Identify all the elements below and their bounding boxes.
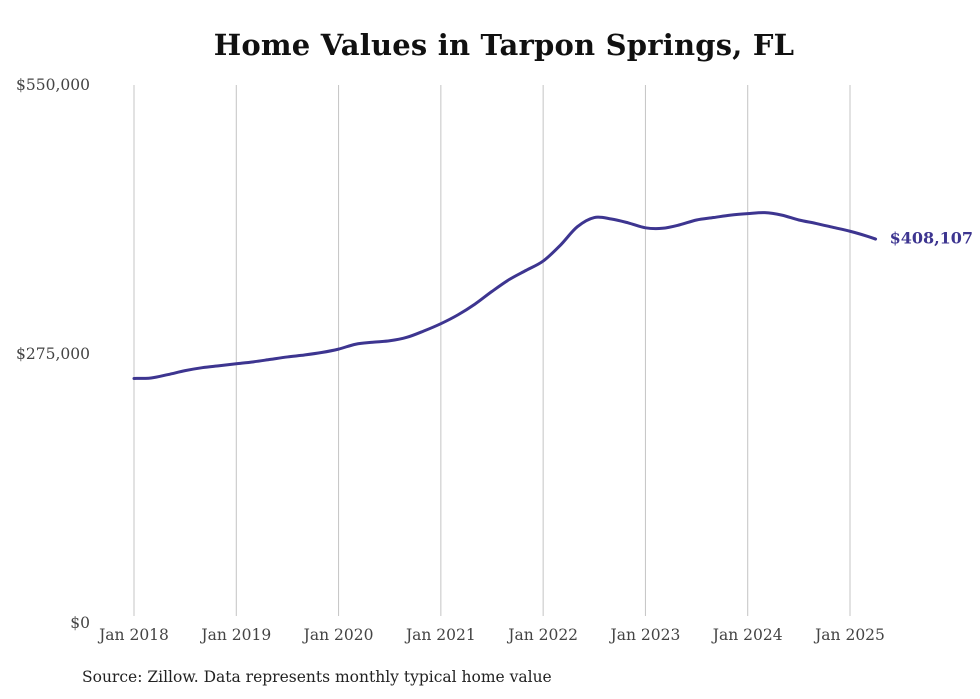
x-axis-tick-labels: Jan 2018 Jan 2019 Jan 2020 Jan 2021 Jan 2022… xyxy=(97,626,885,644)
x-tick-label: Jan 2018 xyxy=(97,626,169,644)
source-note: Source: Zillow. Data represents monthly … xyxy=(82,668,552,686)
x-tick-label: Jan 2021 xyxy=(404,626,476,644)
x-tick-label: Jan 2019 xyxy=(199,626,271,644)
chart-title: Home Values in Tarpon Springs, FL xyxy=(213,28,795,62)
data-series xyxy=(132,211,878,380)
x-tick-label: Jan 2025 xyxy=(813,626,885,644)
end-value-label: $408,107 xyxy=(890,229,974,248)
y-tick-label: $0 xyxy=(70,614,90,632)
y-axis-tick-labels: $0 $275,000 $550,000 xyxy=(16,76,90,632)
end-label-group: $408,107 xyxy=(890,229,974,248)
y-tick-label: $275,000 xyxy=(16,345,90,363)
series-line-0 xyxy=(132,211,878,380)
vertical-gridlines xyxy=(133,85,851,616)
x-tick-label: Jan 2024 xyxy=(711,626,783,644)
x-tick-label: Jan 2020 xyxy=(302,626,374,644)
x-tick-label: Jan 2023 xyxy=(609,626,681,644)
x-tick-label: Jan 2022 xyxy=(506,626,578,644)
y-tick-label: $550,000 xyxy=(16,76,90,94)
